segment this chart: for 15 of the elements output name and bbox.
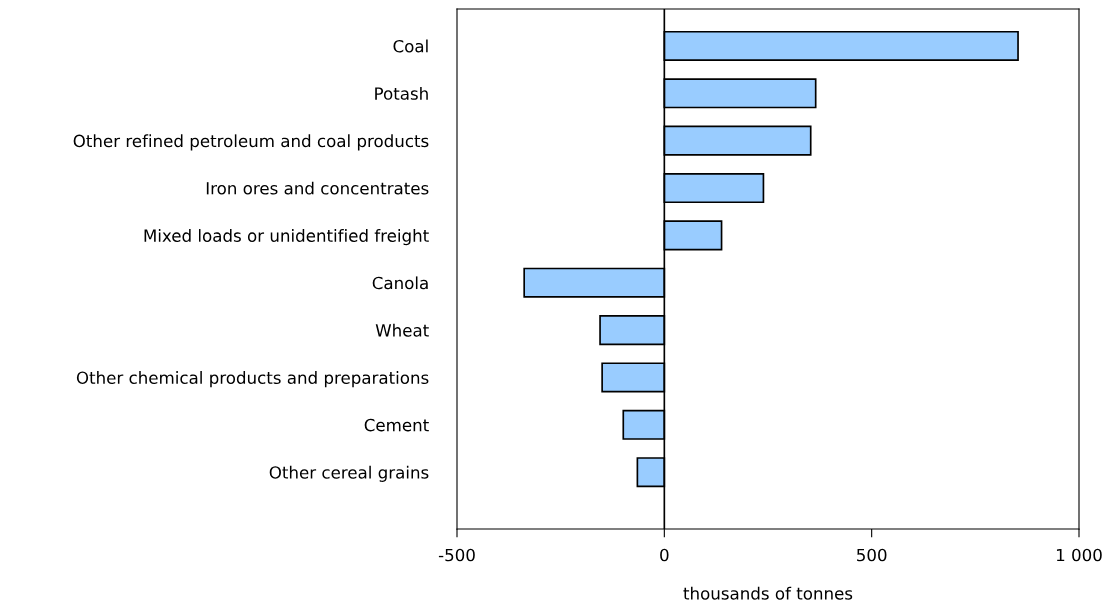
x-axis-title: thousands of tonnes bbox=[683, 586, 853, 600]
y-tick-label: Coal bbox=[393, 39, 428, 53]
y-tick-label: Other cereal grains bbox=[269, 465, 429, 482]
x-tick-label: 500 bbox=[857, 548, 887, 562]
y-tick-label: Other chemical products and preparations bbox=[76, 371, 429, 388]
y-tick-label: Canola bbox=[372, 276, 428, 290]
y-tick-label: Iron ores and concentrates bbox=[206, 181, 429, 195]
y-tick-label: Other refined petroleum and coal products bbox=[73, 134, 429, 151]
y-tick-label: Cement bbox=[364, 418, 429, 432]
x-tick-label: 1 000 bbox=[1056, 548, 1102, 562]
x-tick-label: 0 bbox=[660, 548, 669, 562]
y-tick-label: Mixed loads or unidentified freight bbox=[144, 229, 429, 246]
y-tick-label: Potash bbox=[375, 86, 428, 100]
y-tick-label: Wheat bbox=[375, 323, 429, 337]
x-tick-label: -500 bbox=[438, 548, 475, 562]
